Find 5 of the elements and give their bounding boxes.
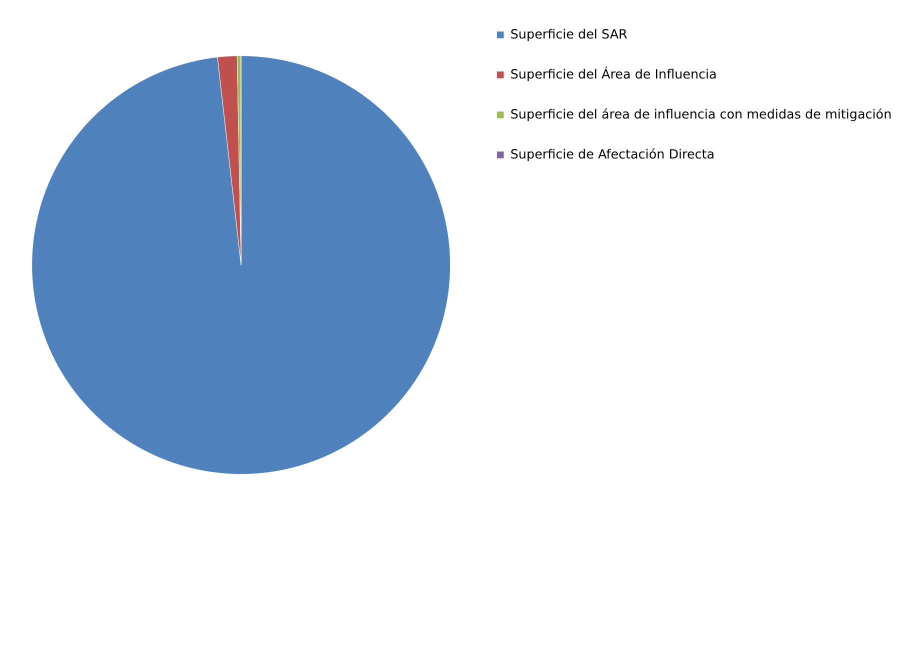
- pie-slice: [32, 56, 450, 474]
- legend-label: Superficie de Afectación Directa: [510, 148, 715, 163]
- legend-label: Superficie del SAR: [510, 27, 628, 42]
- legend-label: Superficie del área de influencia con medidas de mitigación: [510, 108, 892, 123]
- legend-label: Superficie del Área de Influencia: [510, 66, 717, 83]
